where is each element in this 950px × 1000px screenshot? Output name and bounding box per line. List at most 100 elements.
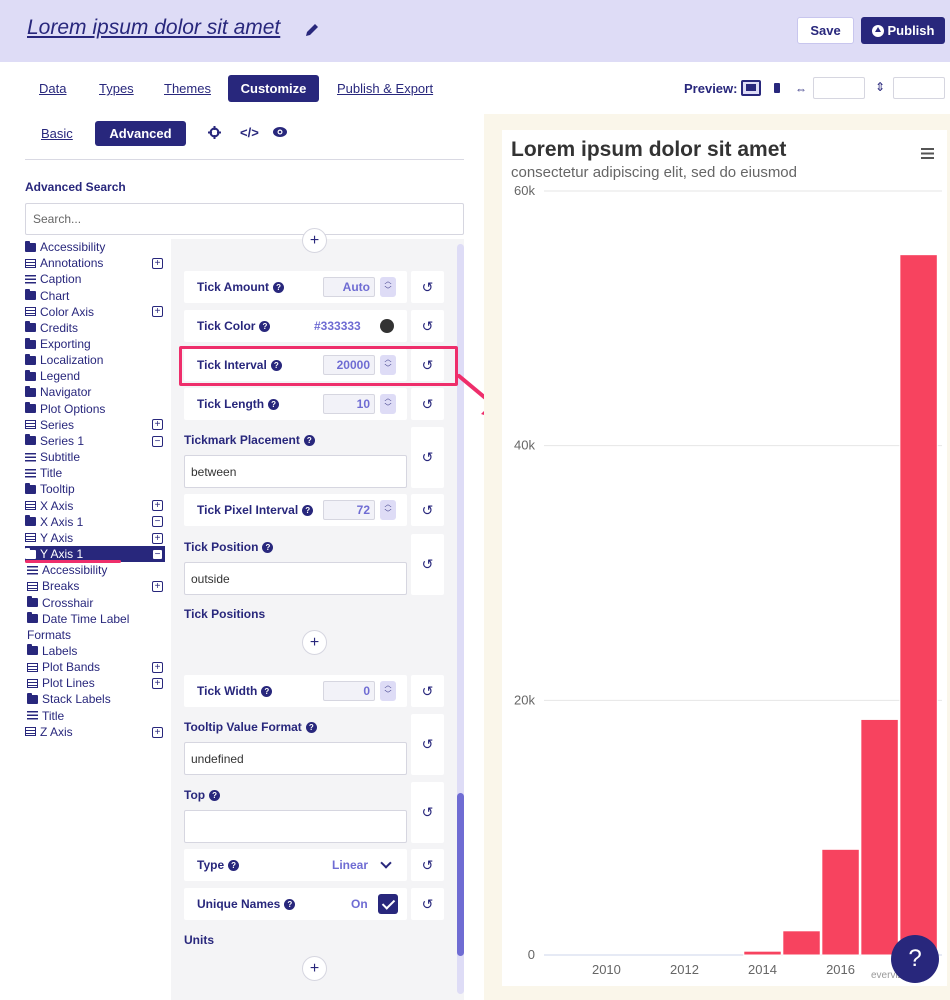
tree-item[interactable]: Chart	[25, 287, 170, 303]
preview-height-input[interactable]	[893, 77, 945, 99]
tab-data[interactable]: Data	[39, 81, 67, 96]
expand-icon[interactable]: +	[152, 532, 163, 544]
reset-icon[interactable]: ↺	[411, 271, 444, 303]
tick-color-swatch[interactable]	[380, 319, 394, 333]
tree-item[interactable]: Accessibility	[25, 562, 170, 578]
unique-names-checkbox[interactable]	[378, 894, 398, 914]
help-icon[interactable]: ?	[273, 281, 285, 293]
help-icon[interactable]: ?	[270, 359, 282, 371]
tree-item[interactable]: Legend	[25, 368, 170, 384]
desktop-preview-icon[interactable]	[741, 80, 761, 96]
tree-item[interactable]: Plot Options	[25, 401, 170, 417]
tree-item[interactable]: Localization	[25, 352, 170, 368]
help-icon[interactable]: ?	[228, 859, 240, 871]
tick-pixel-interval-stepper[interactable]: ︿ ﹀	[380, 500, 396, 520]
expand-icon[interactable]: +	[152, 581, 163, 593]
reset-icon[interactable]: ↺	[411, 534, 444, 595]
reset-icon[interactable]: ↺	[411, 494, 444, 526]
tick-interval-input[interactable]: 20000	[323, 355, 375, 375]
code-icon[interactable]: </>	[240, 125, 259, 140]
top-input[interactable]	[184, 810, 407, 843]
tree-item[interactable]: Annotations	[25, 255, 170, 271]
reset-icon[interactable]: ↺	[411, 427, 444, 488]
reset-icon[interactable]: ↺	[411, 714, 444, 775]
tree-item[interactable]: Accessibility	[25, 239, 170, 255]
tree-item[interactable]: Title	[25, 708, 170, 724]
tree-item[interactable]: Credits	[25, 320, 170, 336]
collapse-icon[interactable]: −	[152, 435, 163, 447]
reset-icon[interactable]: ↺	[411, 310, 444, 342]
tickmark-placement-input[interactable]: between	[184, 455, 407, 488]
tick-position-input[interactable]: outside	[184, 562, 407, 595]
help-icon[interactable]: ?	[261, 685, 273, 697]
tick-length-stepper[interactable]: ︿ ﹀	[380, 394, 396, 414]
mobile-preview-icon[interactable]	[774, 83, 780, 93]
expand-icon[interactable]: +	[152, 726, 163, 738]
document-title[interactable]: Lorem ipsum dolor sit amet	[27, 16, 281, 39]
tick-amount-stepper[interactable]: ︿ ﹀	[380, 277, 396, 297]
add-unit-button[interactable]: +	[302, 956, 327, 981]
tick-length-input[interactable]: 10	[323, 394, 375, 414]
reset-icon[interactable]: ↺	[411, 349, 444, 381]
tick-interval-stepper[interactable]: ︿ ﹀	[380, 355, 396, 375]
tree-item[interactable]: Crosshair	[25, 594, 170, 610]
tree-item[interactable]: Breaks	[25, 578, 170, 594]
advanced-search-input[interactable]: Search...	[25, 203, 464, 235]
tree-item[interactable]: Title	[25, 465, 170, 481]
tree-item[interactable]: Navigator	[25, 384, 170, 400]
expand-icon[interactable]: +	[152, 500, 163, 512]
bar[interactable]	[899, 254, 938, 956]
subtab-advanced[interactable]: Advanced	[95, 121, 186, 146]
publish-button[interactable]: Publish	[861, 17, 945, 44]
tick-color-value[interactable]: #333333	[314, 319, 361, 333]
expand-icon[interactable]: +	[152, 661, 163, 673]
tick-pixel-interval-input[interactable]: 72	[323, 500, 375, 520]
pencil-icon[interactable]	[304, 22, 320, 38]
tree-item[interactable]: Stack Labels	[25, 691, 170, 707]
tree-item[interactable]: Y Axis	[25, 530, 170, 546]
tree-item[interactable]: Z Axis	[25, 724, 170, 740]
chart-menu-icon[interactable]	[921, 148, 934, 159]
bar[interactable]	[782, 930, 821, 956]
type-select[interactable]: Linear	[332, 858, 369, 872]
tree-item[interactable]: X Axis	[25, 498, 170, 514]
tree-item[interactable]: Formats	[25, 627, 170, 643]
tab-publish-export[interactable]: Publish & Export	[337, 81, 434, 96]
preview-width-input[interactable]	[813, 77, 865, 99]
expand-icon[interactable]: +	[152, 306, 163, 318]
tree-item[interactable]: Tooltip	[25, 481, 170, 497]
help-icon[interactable]: ?	[303, 434, 315, 446]
bar[interactable]	[860, 718, 899, 956]
tick-width-stepper[interactable]: ︿ ﹀	[380, 681, 396, 701]
help-icon[interactable]: ?	[259, 320, 271, 332]
reset-icon[interactable]: ↺	[411, 675, 444, 707]
help-icon[interactable]: ?	[209, 789, 221, 801]
tree-item[interactable]: Series	[25, 417, 170, 433]
tree-item[interactable]: X Axis 1	[25, 514, 170, 530]
help-icon[interactable]: ?	[305, 721, 317, 733]
tab-themes[interactable]: Themes	[164, 81, 211, 96]
bar[interactable]	[743, 950, 782, 956]
add-item-button[interactable]: +	[302, 228, 327, 253]
help-button[interactable]: ?	[891, 935, 939, 983]
tab-types[interactable]: Types	[99, 81, 134, 96]
collapse-icon[interactable]: −	[152, 516, 163, 528]
expand-icon[interactable]: +	[152, 678, 163, 690]
help-icon[interactable]: ?	[262, 541, 274, 553]
help-icon[interactable]: ?	[284, 898, 296, 910]
expand-icon[interactable]: +	[152, 419, 163, 431]
reset-icon[interactable]: ↺	[411, 782, 444, 843]
bar[interactable]	[821, 848, 860, 956]
tree-item[interactable]: Date Time Label	[25, 611, 170, 627]
expand-icon[interactable]: +	[152, 257, 163, 269]
help-icon[interactable]: ?	[302, 504, 314, 516]
tree-item[interactable]: Plot Lines	[25, 675, 170, 691]
tree-item[interactable]: Series 1	[25, 433, 170, 449]
tree-item[interactable]: Plot Bands	[25, 659, 170, 675]
chevron-down-icon[interactable]	[380, 857, 392, 869]
reset-icon[interactable]: ↺	[411, 388, 444, 420]
tree-item[interactable]: Y Axis 1	[25, 545, 165, 563]
reset-icon[interactable]: ↺	[411, 888, 444, 920]
crosshair-icon[interactable]	[208, 126, 221, 139]
tree-item[interactable]: Labels	[25, 643, 170, 659]
